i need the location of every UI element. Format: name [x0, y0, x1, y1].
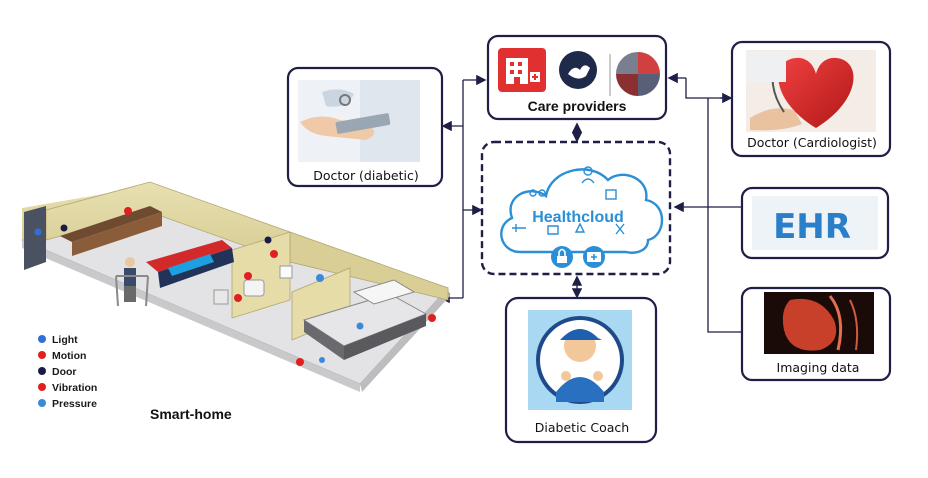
healthcloud-label: Healthcloud: [532, 209, 624, 226]
diabetic-coach-node: Diabetic Coach: [504, 296, 658, 444]
doctor-cardiologist-label: Doctor (Cardiologist): [747, 135, 877, 150]
smart-home-label: Smart-home: [150, 406, 232, 422]
bed: [302, 279, 428, 360]
healthcloud-node: Healthcloud: [480, 140, 672, 276]
svg-text:Door: Door: [52, 366, 77, 378]
svg-text:Light: Light: [52, 334, 78, 346]
legend-item: Light: [38, 334, 78, 346]
care-providers-node: Care providers: [486, 34, 668, 121]
diabetic-coach-label: Diabetic Coach: [535, 420, 629, 435]
hospital-icon: [498, 48, 546, 92]
svg-text:Vibration: Vibration: [52, 382, 97, 394]
ehr-node: EHR: [740, 186, 890, 260]
doctor-diabetic-label: Doctor (diabetic): [313, 168, 419, 183]
coach-cartoon: [528, 310, 632, 410]
legend-item: Vibration: [38, 382, 97, 394]
sensor-legend: Light Motion Door Vibration Pressure: [38, 334, 97, 410]
svg-text:Pressure: Pressure: [52, 398, 97, 410]
lock-icon: [551, 246, 573, 268]
legend-item: Door: [38, 366, 77, 378]
health-services-icon: [609, 52, 660, 96]
imaging-data-label: Imaging data: [777, 360, 860, 375]
doctor-tablet-photo: [298, 80, 420, 162]
legend-item: Motion: [38, 350, 86, 362]
ehr-label: EHR: [773, 207, 851, 247]
imaging-data-node: Imaging data: [740, 286, 892, 382]
heart-scan-image: [764, 292, 874, 354]
care-providers-label: Care providers: [528, 98, 627, 114]
caring-hands-icon: [559, 51, 597, 89]
medical-kit-icon: [583, 246, 605, 268]
smart-home-illustration: Smart-home: [20, 181, 450, 422]
cloud-service-icons: [512, 166, 625, 235]
svg-text:Motion: Motion: [52, 350, 86, 362]
person-with-walker: [115, 257, 149, 307]
connectors: [439, 72, 742, 333]
heart-photo: [746, 50, 876, 132]
doctor-cardiologist-node: Doctor (Cardiologist): [730, 40, 892, 158]
doctor-diabetic-node: Doctor (diabetic): [286, 66, 444, 188]
sensor-dots: [34, 207, 436, 366]
legend-item: Pressure: [38, 398, 97, 410]
